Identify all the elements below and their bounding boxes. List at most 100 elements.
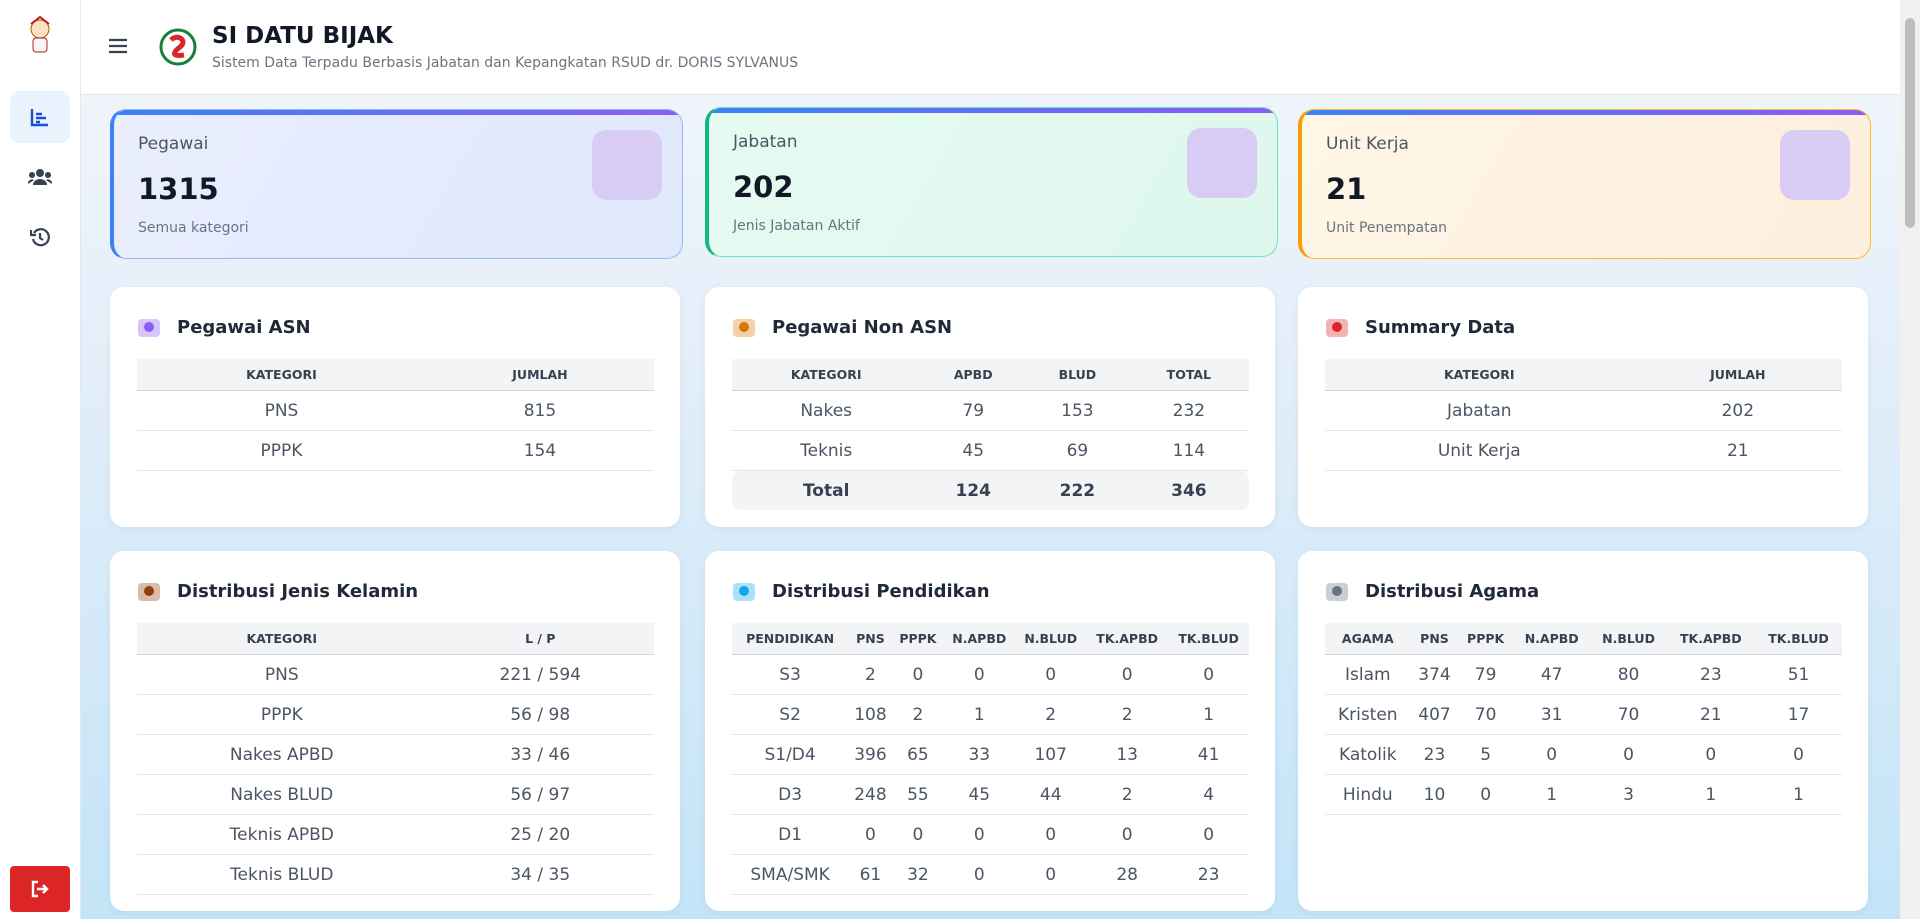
- table-head: PENDIDIKAN PNS PPPK N.APBD N.BLUD TK.APBD TK.B…: [732, 623, 1249, 655]
- table-cell: 70: [1458, 694, 1513, 735]
- column-header: PPPK: [892, 623, 944, 655]
- data-table: KATEGORI APBD BLUD TOTAL Nakes 79 153 232 Teknis…: [732, 359, 1249, 510]
- table-cell: Unit Kerja: [1325, 430, 1634, 471]
- stat-label: Pegawai: [138, 134, 209, 154]
- table-cell: 0: [943, 854, 1016, 895]
- table-cell: 0: [1015, 854, 1087, 895]
- stat-card: Jabatan 202 Jenis Jabatan Aktif: [705, 107, 1278, 257]
- table-cell: D1: [732, 814, 849, 855]
- table-cell: 1: [1512, 774, 1591, 815]
- card-icon: [1326, 319, 1348, 337]
- column-header: PNS: [1410, 623, 1459, 655]
- table-row: Teknis APBD 25 / 20: [137, 814, 654, 855]
- header-row: PENDIDIKAN PNS PPPK N.APBD N.BLUD TK.APBD TK.B…: [732, 623, 1249, 655]
- table-row: PPPK 56 / 98: [137, 694, 654, 735]
- table-cell: 107: [1015, 734, 1087, 775]
- table-cell: 23: [1168, 854, 1249, 895]
- stat-card: Unit Kerja 21 Unit Penempatan: [1298, 109, 1871, 259]
- column-header: TK.BLUD: [1755, 623, 1842, 655]
- stat-icon: [1780, 130, 1850, 200]
- column-header: L / P: [426, 623, 654, 655]
- table-cell: 2: [892, 694, 944, 735]
- data-table: KATEGORI JUMLAH Jabatan 202 Unit Kerja 21: [1325, 359, 1842, 471]
- table-cell: 51: [1755, 654, 1842, 695]
- table-cell: 1: [1755, 774, 1842, 815]
- table-cell: PNS: [137, 654, 427, 695]
- table-body: PNS 815 PPPK 154: [137, 390, 654, 471]
- table-cell: 0: [1015, 814, 1087, 855]
- table-cell: 21: [1633, 430, 1842, 471]
- table-cell: 1: [943, 694, 1016, 735]
- table-cell: 815: [425, 390, 654, 431]
- stat-icon: [592, 130, 662, 200]
- nav-riwayat[interactable]: [10, 211, 70, 263]
- card-icon: [1326, 583, 1348, 601]
- card-title: Distribusi Jenis Kelamin: [138, 579, 654, 605]
- table-cell: 0: [943, 654, 1016, 695]
- data-table: PENDIDIKAN PNS PPPK N.APBD N.BLUD TK.APBD TK.B…: [732, 623, 1249, 895]
- column-header: TK.APBD: [1666, 623, 1756, 655]
- avatar: [30, 16, 50, 53]
- sidebar: [0, 0, 81, 919]
- table-cell: 0: [1086, 814, 1169, 855]
- table-cell: 0: [1512, 734, 1591, 775]
- table-cell: 2: [848, 654, 893, 695]
- card-title: Pegawai Non ASN: [733, 315, 1249, 341]
- table-cell: 69: [1026, 430, 1129, 471]
- table-cell: 1: [1168, 694, 1249, 735]
- header-row: KATEGORI JUMLAH: [1325, 359, 1842, 391]
- column-header: PNS: [848, 623, 893, 655]
- app-title: SI DATU BIJAK: [212, 23, 393, 49]
- table-cell: 202: [1633, 390, 1842, 431]
- table-cell: Nakes: [732, 390, 921, 431]
- table-card: Pegawai ASN KATEGORI JUMLAH PNS 815 PPPK 154: [110, 287, 680, 527]
- card-title: Pegawai ASN: [138, 315, 654, 341]
- table-cell: Katolik: [1325, 734, 1411, 775]
- table-cell: Nakes BLUD: [137, 774, 427, 815]
- stat-note: Jenis Jabatan Aktif: [733, 218, 860, 234]
- table-cell: 47: [1512, 654, 1591, 695]
- table-cell: Teknis: [732, 430, 921, 471]
- table-row: S3 2 0 0 0 0 0: [732, 654, 1249, 695]
- table-cell: 5: [1458, 734, 1513, 775]
- table-cell: 0: [1590, 734, 1667, 775]
- table-cell: 41: [1168, 734, 1249, 775]
- table-row: Unit Kerja 21: [1325, 430, 1842, 471]
- table-cell: 55: [892, 774, 944, 815]
- column-header: N.APBD: [943, 623, 1016, 655]
- table-row: PNS 221 / 594: [137, 654, 654, 695]
- table-cell: 56 / 97: [426, 774, 654, 815]
- table-head: KATEGORI JUMLAH: [1325, 359, 1842, 391]
- column-header: PPPK: [1458, 623, 1513, 655]
- nav-pegawai[interactable]: [10, 151, 70, 203]
- table-cell: 23: [1410, 734, 1459, 775]
- table-cell: 79: [920, 390, 1027, 431]
- scrollbar[interactable]: [1900, 0, 1920, 919]
- table-row: Nakes APBD 33 / 46: [137, 734, 654, 775]
- table-cell: PPPK: [137, 430, 426, 471]
- stat-note: Unit Penempatan: [1326, 220, 1448, 236]
- column-header: AGAMA: [1325, 623, 1411, 655]
- table-row: Teknis 45 69 114: [732, 430, 1249, 471]
- table-cell: Nakes APBD: [137, 734, 427, 775]
- nav-dashboard[interactable]: [10, 91, 70, 143]
- table-row: Islam 374 79 47 80 23 51: [1325, 654, 1842, 695]
- table-row: Teknis BLUD 34 / 35: [137, 854, 654, 895]
- table-cell: 2: [1086, 774, 1169, 815]
- column-header: KATEGORI: [137, 359, 426, 391]
- data-table: KATEGORI JUMLAH PNS 815 PPPK 154: [137, 359, 654, 471]
- table-cell: 374: [1410, 654, 1459, 695]
- table-row: D1 0 0 0 0 0 0: [732, 814, 1249, 855]
- table-body: Islam 374 79 47 80 23 51 Kristen 407 70 31 70 21 17 Ka…: [1325, 654, 1842, 815]
- stat-label: Unit Kerja: [1326, 134, 1409, 154]
- logout-button[interactable]: [10, 866, 70, 912]
- menu-toggle[interactable]: [109, 38, 127, 54]
- table-cell: 34 / 35: [426, 854, 654, 895]
- scroll-thumb[interactable]: [1905, 18, 1915, 228]
- table-cell: 79: [1458, 654, 1513, 695]
- table-row: Nakes 79 153 232: [732, 390, 1249, 431]
- table-cell: S3: [732, 654, 849, 695]
- table-cell: 154: [425, 430, 654, 471]
- table-head: KATEGORI APBD BLUD TOTAL: [732, 359, 1249, 391]
